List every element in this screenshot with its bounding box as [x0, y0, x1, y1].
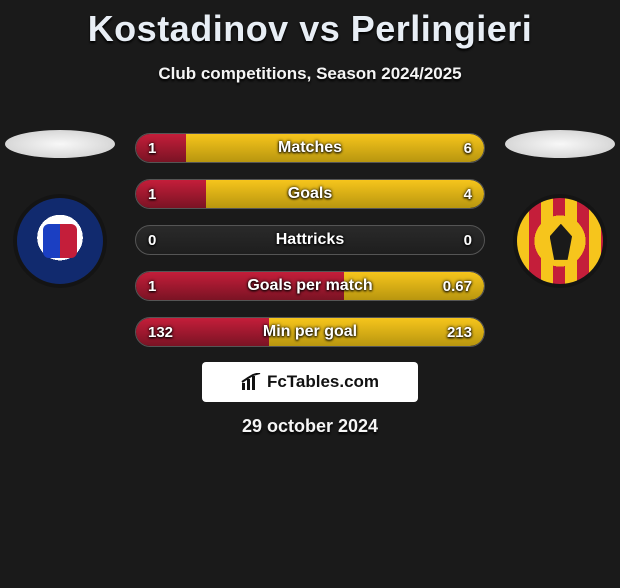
stat-fill-left: [136, 180, 206, 208]
brand-text: FcTables.com: [267, 372, 379, 392]
player-right-silhouette: [505, 130, 615, 158]
stat-value-right: 0: [464, 226, 472, 254]
stat-row: 132213Min per goal: [135, 317, 485, 347]
stat-fill-left: [136, 318, 269, 346]
stat-row: 10.67Goals per match: [135, 271, 485, 301]
stat-value-left: 0: [148, 226, 156, 254]
stat-bars: 16Matches 14Goals 0 0Hattricks 10.67Goals pe…: [135, 133, 485, 347]
stat-fill-left: [136, 134, 186, 162]
player-left-col: [0, 118, 120, 284]
stat-fill-right: [269, 318, 484, 346]
chart-icon: [241, 373, 261, 391]
stat-fill-right: [344, 272, 484, 300]
brand-badge: FcTables.com: [202, 362, 418, 402]
stat-fill-left: [136, 272, 344, 300]
player-right-col: [500, 118, 620, 284]
stat-label: Hattricks: [136, 226, 484, 254]
player-left-silhouette: [5, 130, 115, 158]
comparison-stage: 16Matches 14Goals 0 0Hattricks 10.67Goals pe…: [0, 118, 620, 378]
crest-right: [517, 198, 603, 284]
stat-row: 14Goals: [135, 179, 485, 209]
crest-left: [17, 198, 103, 284]
stat-row: 16Matches: [135, 133, 485, 163]
stat-fill-right: [206, 180, 484, 208]
stat-row: 0 0Hattricks: [135, 225, 485, 255]
subtitle: Club competitions, Season 2024/2025: [0, 64, 620, 84]
stat-fill-right: [186, 134, 484, 162]
page-title: Kostadinov vs Perlingieri: [0, 8, 620, 50]
date-label: 29 october 2024: [0, 416, 620, 437]
